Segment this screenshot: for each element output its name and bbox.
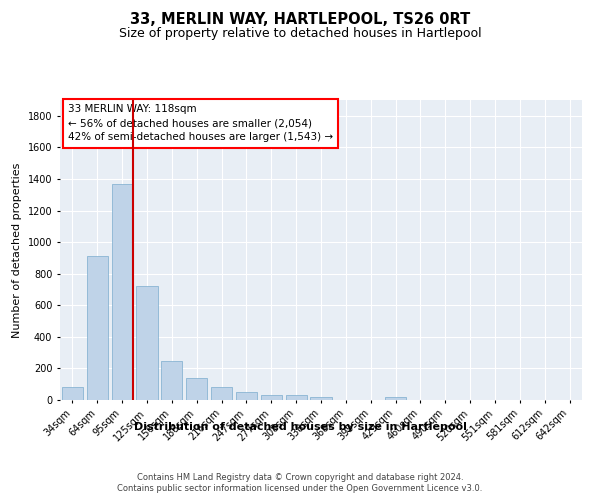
Text: 33 MERLIN WAY: 118sqm
← 56% of detached houses are smaller (2,054)
42% of semi-d: 33 MERLIN WAY: 118sqm ← 56% of detached … [68,104,333,142]
Text: 33, MERLIN WAY, HARTLEPOOL, TS26 0RT: 33, MERLIN WAY, HARTLEPOOL, TS26 0RT [130,12,470,28]
Text: Size of property relative to detached houses in Hartlepool: Size of property relative to detached ho… [119,28,481,40]
Bar [62,388,83,400]
Bar [211,386,232,400]
Text: Distribution of detached houses by size in Hartlepool: Distribution of detached houses by size … [134,422,466,432]
Y-axis label: Number of detached properties: Number of detached properties [12,162,22,338]
Bar [87,256,108,400]
Bar [261,396,282,400]
Bar [161,362,182,400]
Bar [385,397,406,400]
Bar [310,397,332,400]
Bar [112,184,133,400]
Bar [136,286,158,400]
Bar [286,396,307,400]
Bar [186,378,207,400]
Text: Contains HM Land Registry data © Crown copyright and database right 2024.: Contains HM Land Registry data © Crown c… [137,472,463,482]
Text: Contains public sector information licensed under the Open Government Licence v3: Contains public sector information licen… [118,484,482,493]
Bar [236,392,257,400]
